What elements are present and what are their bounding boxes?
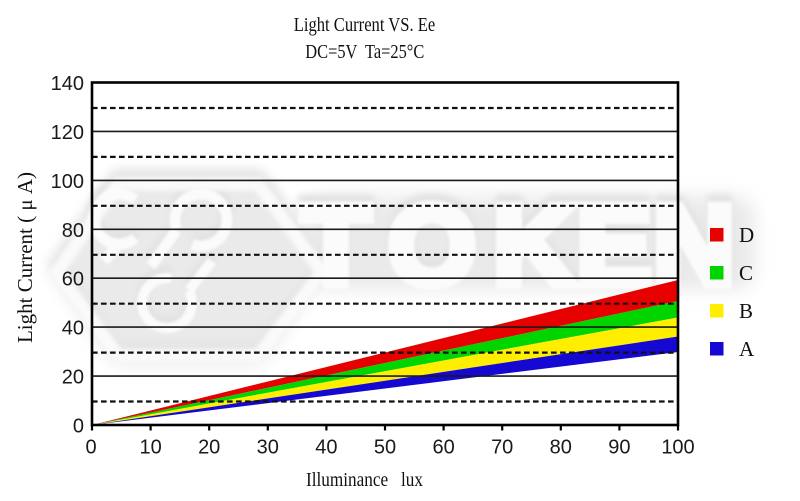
svg-text:120: 120 — [51, 122, 84, 144]
svg-text:40: 40 — [62, 318, 84, 340]
svg-text:N: N — [654, 183, 735, 308]
svg-text:N: N — [654, 176, 735, 301]
svg-text:60: 60 — [432, 437, 454, 459]
svg-text:60: 60 — [62, 269, 84, 291]
svg-text:DC=5V Ta=25°C: DC=5V Ta=25°C — [305, 41, 424, 63]
svg-text:Light Current ( μ A): Light Current ( μ A) — [13, 172, 37, 343]
svg-text:100: 100 — [661, 437, 694, 459]
svg-text:50: 50 — [374, 437, 396, 459]
svg-text:0: 0 — [73, 416, 84, 438]
svg-text:10: 10 — [139, 437, 161, 459]
svg-text:E: E — [577, 176, 652, 301]
svg-text:C: C — [739, 261, 753, 285]
svg-text:70: 70 — [491, 437, 513, 459]
svg-text:80: 80 — [62, 220, 84, 242]
svg-text:O: O — [388, 176, 475, 301]
svg-text:80: 80 — [550, 437, 572, 459]
svg-text:K: K — [494, 176, 575, 301]
svg-text:30: 30 — [257, 437, 279, 459]
svg-text:Light Current VS. Ee: Light Current VS. Ee — [294, 14, 436, 36]
svg-text:T: T — [302, 183, 370, 308]
svg-text:K: K — [494, 183, 575, 308]
svg-text:O: O — [388, 183, 475, 308]
svg-text:0: 0 — [85, 437, 96, 459]
svg-text:140: 140 — [51, 73, 84, 95]
svg-text:D: D — [739, 223, 754, 247]
svg-text:40: 40 — [315, 437, 337, 459]
svg-text:E: E — [577, 183, 652, 308]
svg-text:Illuminance lux: Illuminance lux — [306, 469, 423, 491]
svg-text:20: 20 — [198, 437, 220, 459]
svg-text:90: 90 — [608, 437, 630, 459]
svg-text:20: 20 — [62, 367, 84, 389]
svg-text:A: A — [739, 337, 755, 361]
svg-text:B: B — [739, 299, 753, 323]
svg-text:100: 100 — [51, 171, 84, 193]
